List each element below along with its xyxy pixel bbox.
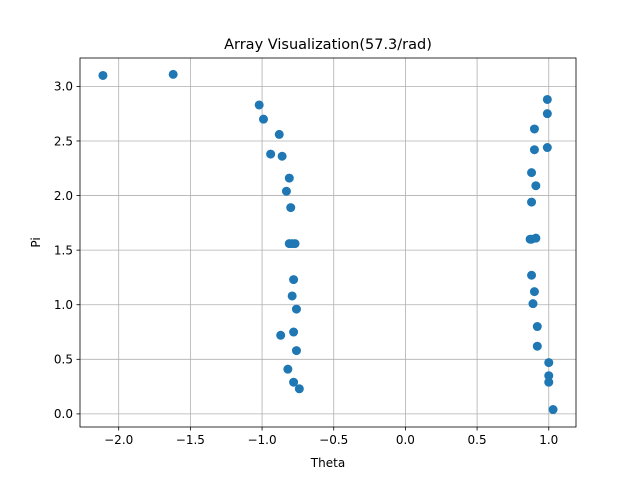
scatter-point xyxy=(274,129,284,139)
scatter-point xyxy=(548,405,558,415)
scatter-point xyxy=(532,341,542,351)
data-points xyxy=(98,69,558,415)
y-tick-label: 2.5 xyxy=(54,134,73,148)
scatter-point xyxy=(276,330,286,340)
scatter-point xyxy=(286,203,296,213)
scatter-point xyxy=(289,327,299,337)
scatter-point xyxy=(98,70,108,80)
scatter-point xyxy=(283,364,293,374)
scatter-point xyxy=(294,384,304,394)
scatter-point xyxy=(291,304,301,314)
y-tick-label: 1.5 xyxy=(54,243,73,257)
x-axis: −2.0 −1.5 −1.0 −0.5 0.0 0.5 1.0 xyxy=(104,427,558,447)
scatter-point xyxy=(544,377,554,387)
plot-frame xyxy=(79,57,577,428)
scatter-point xyxy=(266,149,276,159)
x-tick-label: −0.5 xyxy=(319,433,348,447)
x-axis-label: Theta xyxy=(310,456,345,470)
scatter-point xyxy=(291,346,301,356)
scatter-point xyxy=(544,371,554,381)
x-tick-label: 1.0 xyxy=(539,433,558,447)
scatter-point xyxy=(168,69,178,79)
y-tick-label: 3.0 xyxy=(54,80,73,94)
scatter-point xyxy=(527,270,537,280)
scatter-point xyxy=(529,287,539,297)
scatter-point xyxy=(529,124,539,134)
scatter-point xyxy=(281,186,291,196)
scatter-point xyxy=(290,239,300,249)
scatter-point xyxy=(542,143,552,153)
scatter-point xyxy=(544,358,554,368)
x-tick-label: 0.5 xyxy=(468,433,487,447)
scatter-point xyxy=(287,291,297,301)
scatter-point xyxy=(277,151,287,161)
scatter-point xyxy=(289,275,299,285)
scatter-point xyxy=(258,114,268,124)
scatter-point xyxy=(532,322,542,332)
scatter-point xyxy=(531,181,541,191)
scatter-point xyxy=(284,173,294,183)
scatter-point xyxy=(254,100,264,110)
scatter-point xyxy=(531,233,541,243)
y-axis: 0.0 0.5 1.0 1.5 2.0 2.5 3.0 xyxy=(54,80,80,421)
x-tick-label: 0.0 xyxy=(396,433,415,447)
scatter-point xyxy=(542,94,552,104)
x-tick-label: −1.0 xyxy=(247,433,276,447)
scatter-point xyxy=(289,377,299,387)
y-tick-label: 1.0 xyxy=(54,298,73,312)
grid xyxy=(80,58,576,427)
scatter-point xyxy=(527,168,537,178)
x-tick-label: −1.5 xyxy=(176,433,205,447)
scatter-point xyxy=(542,109,552,119)
chart-title: Array Visualization(57.3/rad) xyxy=(224,37,432,53)
x-tick-label: −2.0 xyxy=(104,433,133,447)
y-tick-label: 2.0 xyxy=(54,189,73,203)
scatter-point xyxy=(529,145,539,155)
scatter-point xyxy=(527,197,537,207)
scatter-point xyxy=(528,299,538,309)
y-tick-label: 0.5 xyxy=(54,353,73,367)
y-tick-label: 0.0 xyxy=(54,407,73,421)
y-axis-label: Pi xyxy=(29,237,43,247)
